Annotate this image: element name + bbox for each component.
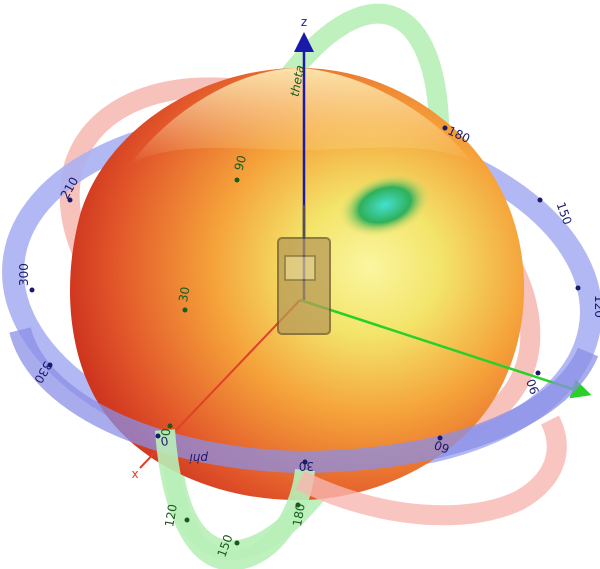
pattern-null [338, 172, 432, 238]
azimuth-tick-label: 0 [159, 433, 169, 448]
z-axis-label: z [301, 15, 307, 29]
elevation-tick-label: 120 [162, 503, 180, 528]
phone-icon [277, 205, 331, 335]
azimuth-tick-label: 60 [432, 438, 451, 456]
elevation-tick-label: 30 [176, 286, 192, 303]
elevation-tick-label: 0 [159, 428, 174, 437]
azimuth-tick-label: 120 [592, 295, 600, 318]
azimuth-ring-name: phi [189, 451, 209, 465]
azimuth-tick-label: 30 [299, 459, 314, 473]
x-axis-label: x [131, 467, 138, 481]
third-ring-front [295, 415, 567, 526]
elevation-ring-name: theta [288, 64, 307, 98]
azimuth-ring-front [9, 326, 599, 474]
elevation-tick-label: 180 [290, 502, 308, 527]
elevation-tick-label: 90 [232, 154, 249, 172]
elevation-ring-front [155, 429, 315, 569]
azimuth-tick-label: 300 [17, 263, 31, 286]
y-axis [299, 298, 592, 399]
azimuth-tick-label: 90 [524, 377, 542, 396]
